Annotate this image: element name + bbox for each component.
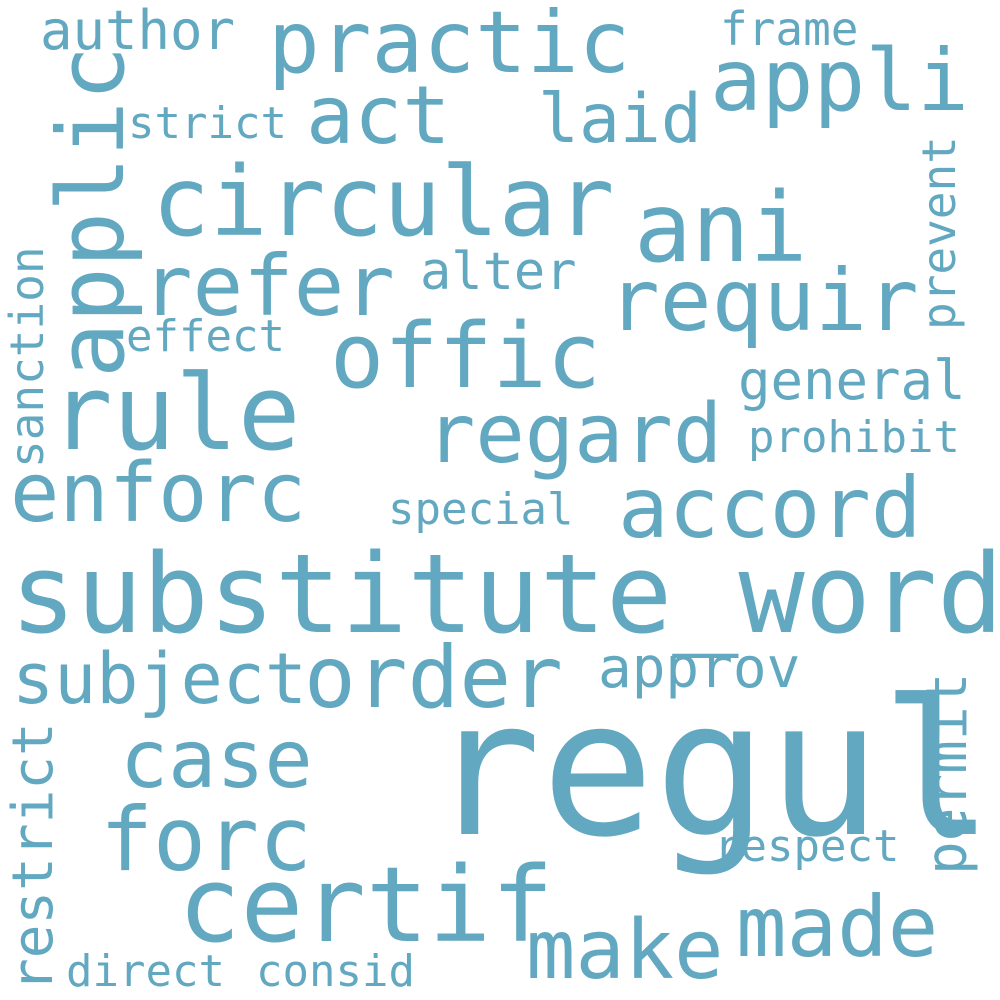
word-forc: forc	[100, 788, 312, 891]
word-act: act	[306, 69, 451, 162]
word-offic: offic	[330, 304, 601, 409]
word-case: case	[120, 713, 313, 806]
word-direct: direct	[66, 946, 225, 997]
word-prevent: prevent	[912, 136, 966, 330]
word-make: make	[526, 903, 724, 998]
word-circular: circular	[152, 146, 615, 258]
word-consid: consid	[256, 946, 415, 997]
word-appli: appli	[710, 31, 969, 131]
word-ani: ani	[634, 172, 808, 284]
word-regard: regard	[426, 387, 723, 482]
word-made: made	[736, 878, 939, 976]
word-sanction: sanction	[0, 246, 54, 468]
word-practic: practic	[268, 0, 631, 93]
word-requir: requir	[608, 251, 919, 351]
word-enforc: enforc	[10, 446, 307, 541]
word-applic: applic	[38, 45, 145, 378]
word-rule: rule	[50, 352, 301, 474]
word-restrict: restrict	[1, 722, 66, 992]
word-substitute-word: substitute_word	[10, 530, 1000, 658]
word-permit: permit	[915, 672, 980, 875]
word-laid: laid	[538, 80, 702, 159]
word-special: special	[388, 484, 574, 535]
word-frame: frame	[720, 2, 859, 56]
word-refer: refer	[142, 237, 395, 335]
word-order: order	[304, 628, 563, 728]
word-author: author	[40, 0, 236, 62]
word-respect: respect	[714, 821, 900, 872]
word-alter: alter	[420, 242, 577, 302]
word-approv: approv	[598, 636, 801, 701]
word-subject: subject	[12, 638, 308, 720]
word-certif: certif	[178, 844, 554, 966]
word-accord: accord	[618, 459, 922, 557]
word-effect: effect	[126, 311, 285, 362]
word-general: general	[738, 349, 966, 412]
word-regul: regul	[428, 660, 994, 879]
word-strict: strict	[128, 98, 287, 149]
word-prohibit: prohibit	[748, 412, 960, 463]
